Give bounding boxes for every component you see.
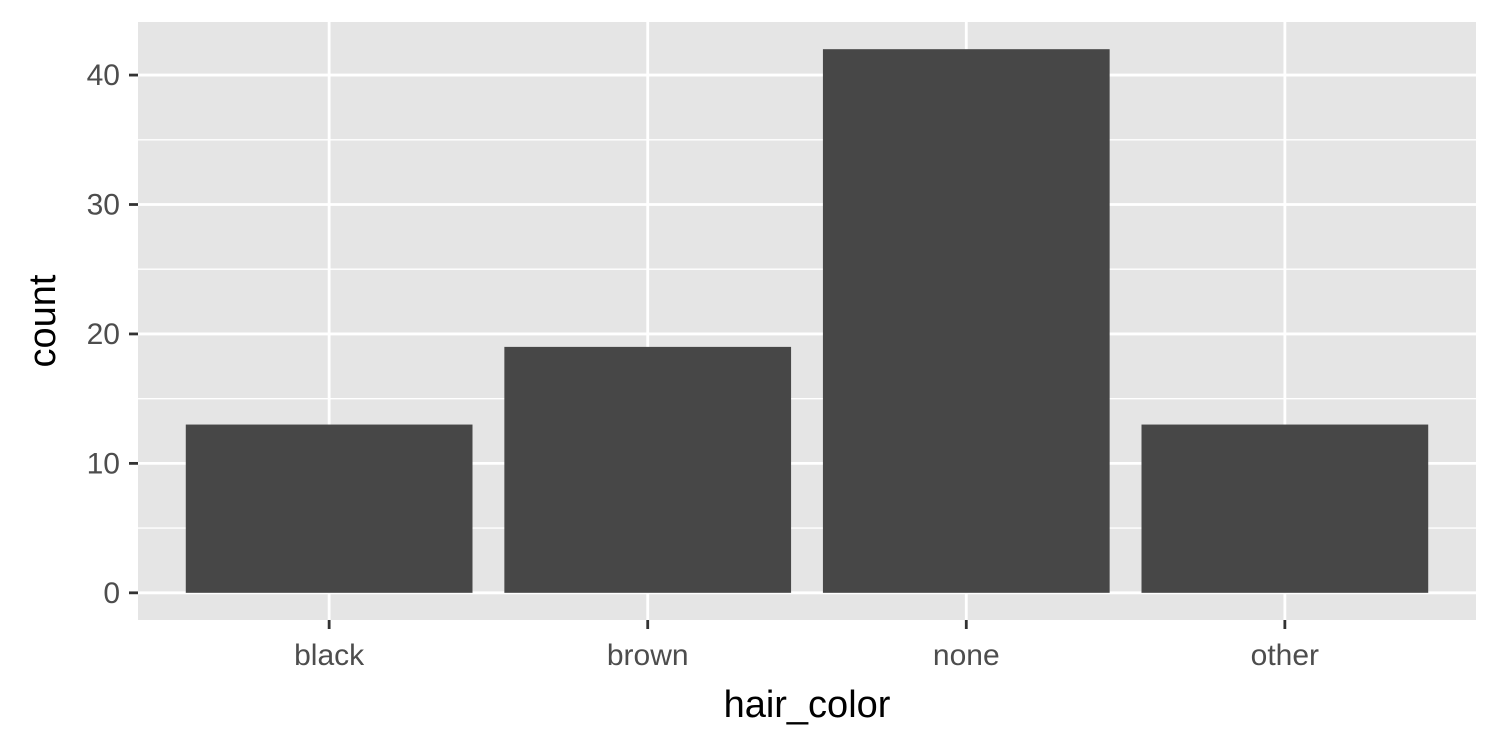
- x-axis-title: hair_color: [724, 684, 891, 726]
- bar-brown: [504, 346, 792, 593]
- x-tick-label-black: black: [294, 639, 365, 672]
- y-tick-label: 40: [87, 59, 120, 92]
- y-axis-title: count: [22, 274, 64, 367]
- y-axis: 0 10 20 30 40: [87, 59, 138, 610]
- x-tick-label-brown: brown: [607, 639, 689, 672]
- bar-none: [822, 49, 1110, 593]
- bar-other: [1141, 424, 1429, 593]
- x-tick-label-none: none: [933, 639, 1000, 672]
- bar-group: [185, 49, 1429, 593]
- bar-black: [185, 424, 473, 593]
- y-tick-label: 30: [87, 189, 120, 222]
- y-tick-label: 10: [87, 447, 120, 480]
- x-axis: black brown none other: [294, 620, 1319, 672]
- x-tick-label-other: other: [1251, 639, 1319, 672]
- y-tick-label: 20: [87, 318, 120, 351]
- y-tick-label: 0: [103, 577, 120, 610]
